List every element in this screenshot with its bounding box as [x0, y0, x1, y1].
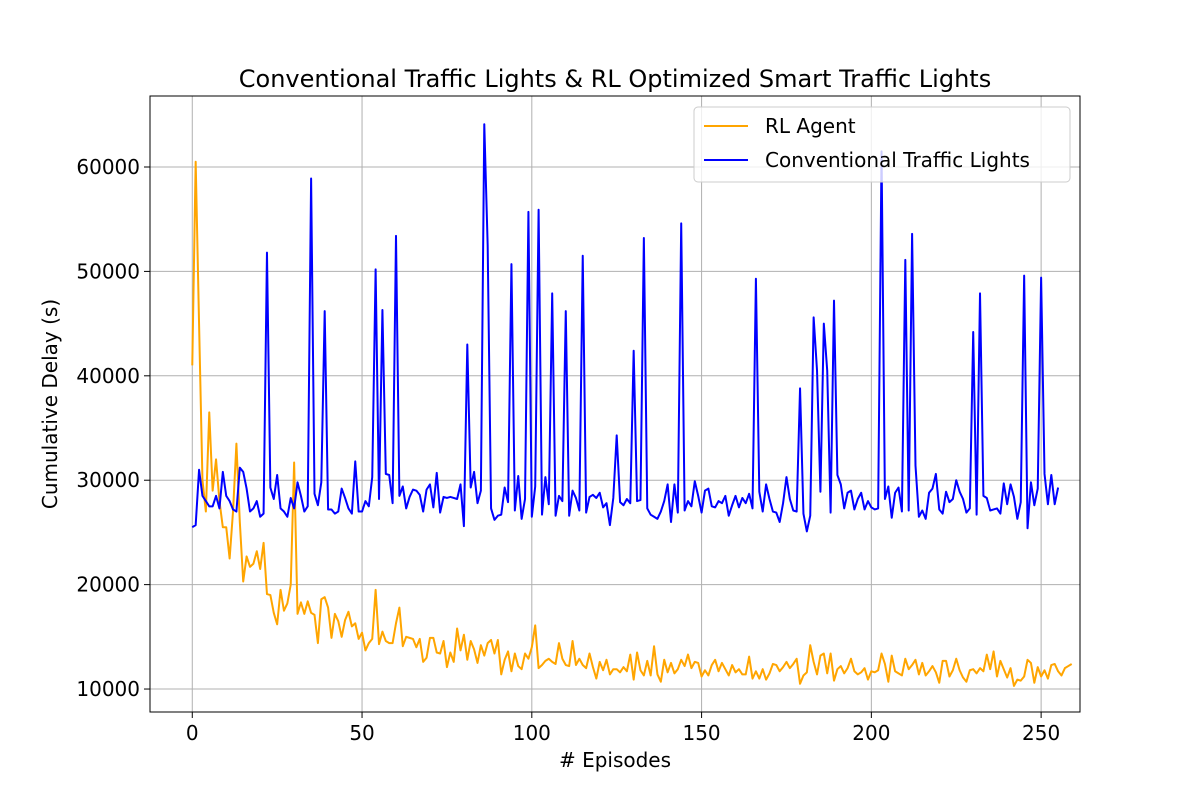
y-axis-label: Cumulative Delay (s)	[38, 299, 62, 509]
x-tick-label: 100	[513, 721, 551, 745]
chart-title: Conventional Traffic Lights & RL Optimiz…	[239, 65, 991, 93]
y-tick-label: 50000	[76, 259, 140, 283]
y-tick-label: 20000	[76, 573, 140, 597]
x-axis-label: # Episodes	[559, 748, 671, 772]
series-layer	[191, 123, 1073, 687]
y-tick-label: 10000	[76, 677, 140, 701]
y-tick-label: 30000	[76, 468, 140, 492]
y-tick-label: 40000	[76, 364, 140, 388]
y-tick-label: 60000	[76, 155, 140, 179]
plot-frame	[149, 95, 1081, 713]
tick-layer: 0 50 100 150 200 250 10000 20000 30000 40000 50000…	[76, 155, 1060, 745]
x-tick-label: 150	[682, 721, 720, 745]
legend-label-conventional-traffic-lights: Conventional Traffic Lights	[765, 148, 1030, 172]
x-tick-label: 250	[1022, 721, 1060, 745]
series-line-conventional-traffic-lights	[191, 123, 1060, 533]
x-tick-label: 50	[349, 721, 374, 745]
grid-layer	[150, 96, 1080, 712]
series-line-rl-agent	[191, 160, 1073, 687]
x-tick-label: 0	[186, 721, 199, 745]
legend: RL Agent Conventional Traffic Lights	[693, 106, 1071, 183]
legend-label-rl-agent: RL Agent	[765, 114, 856, 138]
legend-box	[693, 106, 1071, 183]
x-tick-label: 200	[852, 721, 890, 745]
